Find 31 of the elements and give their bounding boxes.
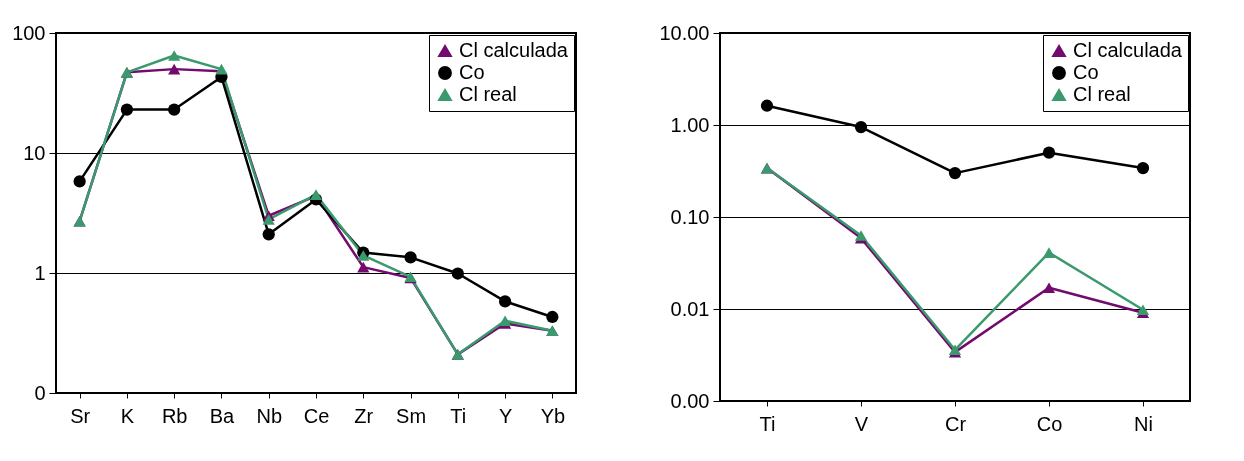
y-tick-label: 1 (34, 261, 46, 284)
y-tick-label: 0.01 (670, 297, 710, 320)
x-tick-label: K (120, 404, 135, 427)
y-tick-label: 1.00 (670, 113, 710, 136)
legend-label: Cl real (1073, 83, 1131, 105)
x-tick-label: Ti (450, 404, 467, 427)
y-tick-label: 100 (12, 21, 46, 44)
x-tick-label: Rb (161, 404, 188, 427)
x-tick-label: Co (1036, 412, 1063, 435)
x-tick-label: Ce (303, 404, 330, 427)
y-tick-label: 0.00 (670, 389, 710, 412)
legend-label: Cl real (459, 83, 517, 105)
legend-label: Co (459, 61, 485, 83)
legend-label: Cl calculada (1073, 39, 1183, 61)
x-tick-label: Sr (70, 404, 91, 427)
x-tick-label: Yb (540, 404, 566, 427)
x-tick-label: Y (498, 404, 513, 427)
y-tick-label: 0.10 (670, 205, 710, 228)
legend-label: Cl calculada (459, 39, 569, 61)
x-tick-label: Sm (396, 404, 427, 427)
y-tick-label: 10.00 (659, 21, 710, 44)
y-tick-label: 10 (23, 141, 46, 164)
x-tick-label: Nb (256, 404, 283, 427)
x-tick-label: Ba (209, 404, 236, 427)
x-tick-label: V (854, 412, 869, 435)
legend-label: Co (1073, 61, 1099, 83)
x-tick-label: Zr (354, 404, 374, 427)
x-tick-label: Ti (759, 412, 776, 435)
x-tick-label: Ni (1134, 412, 1153, 435)
x-tick-label: Cr (944, 412, 967, 435)
y-tick-label: 0 (34, 381, 46, 404)
